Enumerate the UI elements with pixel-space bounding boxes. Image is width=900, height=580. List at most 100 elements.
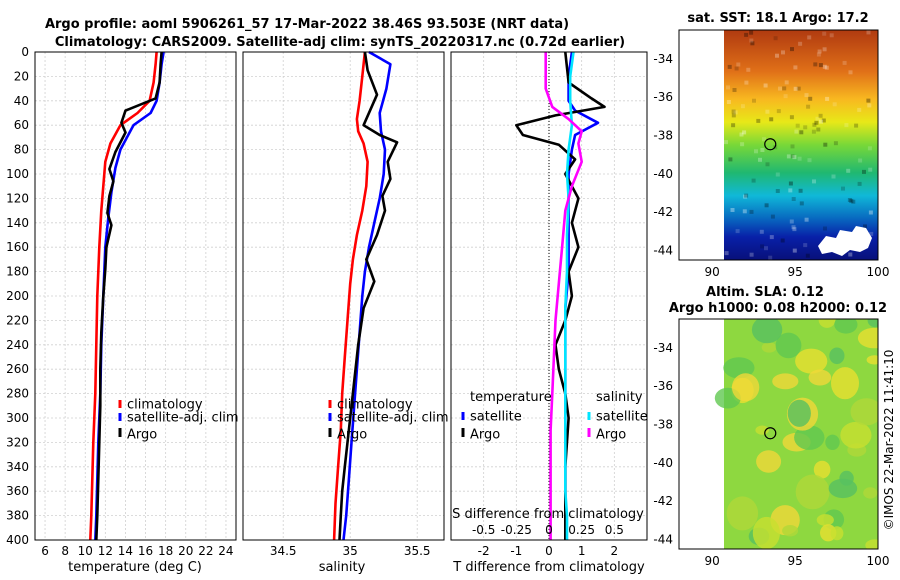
series-line-argo bbox=[338, 51, 399, 541]
sst-pixel bbox=[798, 41, 803, 46]
sst-pixel bbox=[804, 93, 809, 98]
sst-pixel bbox=[866, 98, 871, 103]
sst-pixel bbox=[768, 255, 773, 260]
salinity-tick-labels: 34.5 35 35.5 bbox=[270, 544, 431, 558]
sst-pixel bbox=[734, 66, 739, 71]
sst-pixel bbox=[795, 123, 800, 128]
temperature-lines bbox=[89, 51, 165, 541]
sla-blob bbox=[795, 348, 828, 374]
difference-lines bbox=[514, 51, 606, 540]
depth-tick-label: 140 bbox=[6, 216, 29, 230]
depth-tick-label: 240 bbox=[6, 338, 29, 352]
x-tick-label: -1 bbox=[510, 544, 522, 558]
title-line-1: Argo profile: aoml 5906261_57 17-Mar-202… bbox=[45, 17, 569, 32]
sla-map-title-1: Altim. SLA: 0.12 bbox=[706, 285, 824, 300]
legend-label-climatology: climatology bbox=[127, 398, 203, 413]
sst-missing-data bbox=[818, 226, 872, 256]
sst-pixel bbox=[824, 65, 829, 70]
sst-pixel bbox=[806, 104, 811, 109]
sst-pixel bbox=[727, 64, 732, 69]
sst-pixel bbox=[858, 158, 863, 163]
top-tick-label: 0 bbox=[545, 523, 553, 537]
sla-blob bbox=[761, 342, 777, 353]
sst-pixel bbox=[849, 198, 854, 203]
sst-pixel bbox=[794, 129, 799, 134]
sst-pixel bbox=[822, 47, 827, 52]
sla-blob bbox=[794, 425, 825, 450]
sst-pixel bbox=[825, 96, 830, 101]
sla-blob bbox=[818, 319, 836, 328]
salinity-panel: 34.5 35 35.5 salinity climatology satellit… bbox=[242, 50, 449, 575]
lat-tick-label: -40 bbox=[653, 456, 673, 470]
sst-pixel bbox=[844, 123, 849, 128]
sst-pixel bbox=[784, 80, 789, 85]
depth-tick-label: 40 bbox=[14, 94, 29, 108]
sst-pixel bbox=[814, 120, 819, 125]
sst-pixel bbox=[754, 149, 758, 154]
sst-pixel bbox=[868, 167, 873, 172]
sst-pixel bbox=[846, 168, 851, 173]
legend-label-satellite-adj: satellite-adj. clim bbox=[337, 411, 449, 426]
sla-blob bbox=[867, 319, 878, 328]
x-tick-label: 1 bbox=[578, 544, 586, 558]
sla-blob bbox=[834, 319, 858, 334]
sst-pixel bbox=[744, 32, 749, 37]
sst-pixel bbox=[775, 53, 779, 58]
sst-pixel bbox=[775, 189, 780, 193]
difference-xlabel: T difference from climatology bbox=[452, 560, 645, 575]
sst-pixel bbox=[778, 86, 782, 91]
sst-pixel bbox=[808, 96, 813, 101]
sst-pixel bbox=[803, 243, 808, 248]
sst-pixel bbox=[733, 110, 738, 115]
sst-pixel bbox=[743, 194, 748, 199]
sla-blob bbox=[772, 373, 799, 390]
sst-pixel bbox=[848, 252, 853, 257]
sst-pixel bbox=[782, 86, 787, 91]
sst-pixel bbox=[866, 30, 871, 35]
lat-tick-label: -38 bbox=[653, 128, 673, 142]
sst-pixel bbox=[868, 210, 873, 215]
sla-blob bbox=[866, 355, 878, 365]
sst-pixel bbox=[816, 52, 821, 57]
sst-pixel bbox=[789, 219, 794, 224]
title-line-2: Climatology: CARS2009. Satellite-adj cli… bbox=[55, 35, 625, 50]
sst-pixel bbox=[869, 231, 874, 236]
sst-pixel bbox=[769, 117, 774, 122]
sla-map-title-2: Argo h1000: 0.08 h2000: 0.12 bbox=[669, 301, 887, 316]
sla-blob bbox=[755, 425, 769, 435]
sla-blob bbox=[756, 450, 782, 473]
sst-pixel bbox=[765, 162, 770, 167]
sst-texture bbox=[724, 30, 874, 260]
top-tick-label: -0.25 bbox=[501, 523, 532, 537]
lon-tick-label: 100 bbox=[867, 554, 890, 568]
series-line-satellite-adj-clim bbox=[342, 50, 392, 541]
lat-tick-label: -36 bbox=[653, 90, 673, 104]
sst-pixel bbox=[726, 85, 730, 90]
sst-pixel bbox=[807, 35, 812, 40]
x-tick-label: 16 bbox=[138, 544, 153, 558]
depth-tick-label: 0 bbox=[21, 45, 29, 59]
sst-pixel bbox=[790, 154, 795, 159]
sst-pixel bbox=[816, 127, 821, 132]
x-tick-label: 14 bbox=[118, 544, 133, 558]
sst-field bbox=[724, 30, 878, 260]
sst-pixel bbox=[739, 132, 744, 137]
sst-pixel bbox=[756, 118, 761, 123]
temperature-panel: 0 20 40 60 80 100 120 140 160 180 200 220 240 260 280 3… bbox=[6, 45, 239, 575]
sst-pixel bbox=[740, 104, 745, 109]
x-tick-label: 34.5 bbox=[270, 544, 297, 558]
depth-tick-label: 360 bbox=[6, 484, 29, 498]
x-tick-label: 18 bbox=[158, 544, 173, 558]
difference-tick-labels: -2 -1 0 1 2 bbox=[478, 544, 618, 558]
sst-pixel bbox=[818, 63, 823, 68]
sst-pixel bbox=[759, 229, 764, 234]
sst-map-box bbox=[678, 29, 879, 261]
sst-pixel bbox=[773, 36, 778, 41]
sst-pixel bbox=[790, 144, 795, 149]
temperature-axes-box bbox=[34, 51, 237, 541]
salinity-axes-box bbox=[242, 51, 445, 541]
sst-pixel bbox=[751, 178, 756, 183]
sst-pixel bbox=[805, 253, 810, 258]
sla-map: Altim. SLA: 0.12 Argo h1000: 0.08 h2000:… bbox=[653, 285, 889, 568]
